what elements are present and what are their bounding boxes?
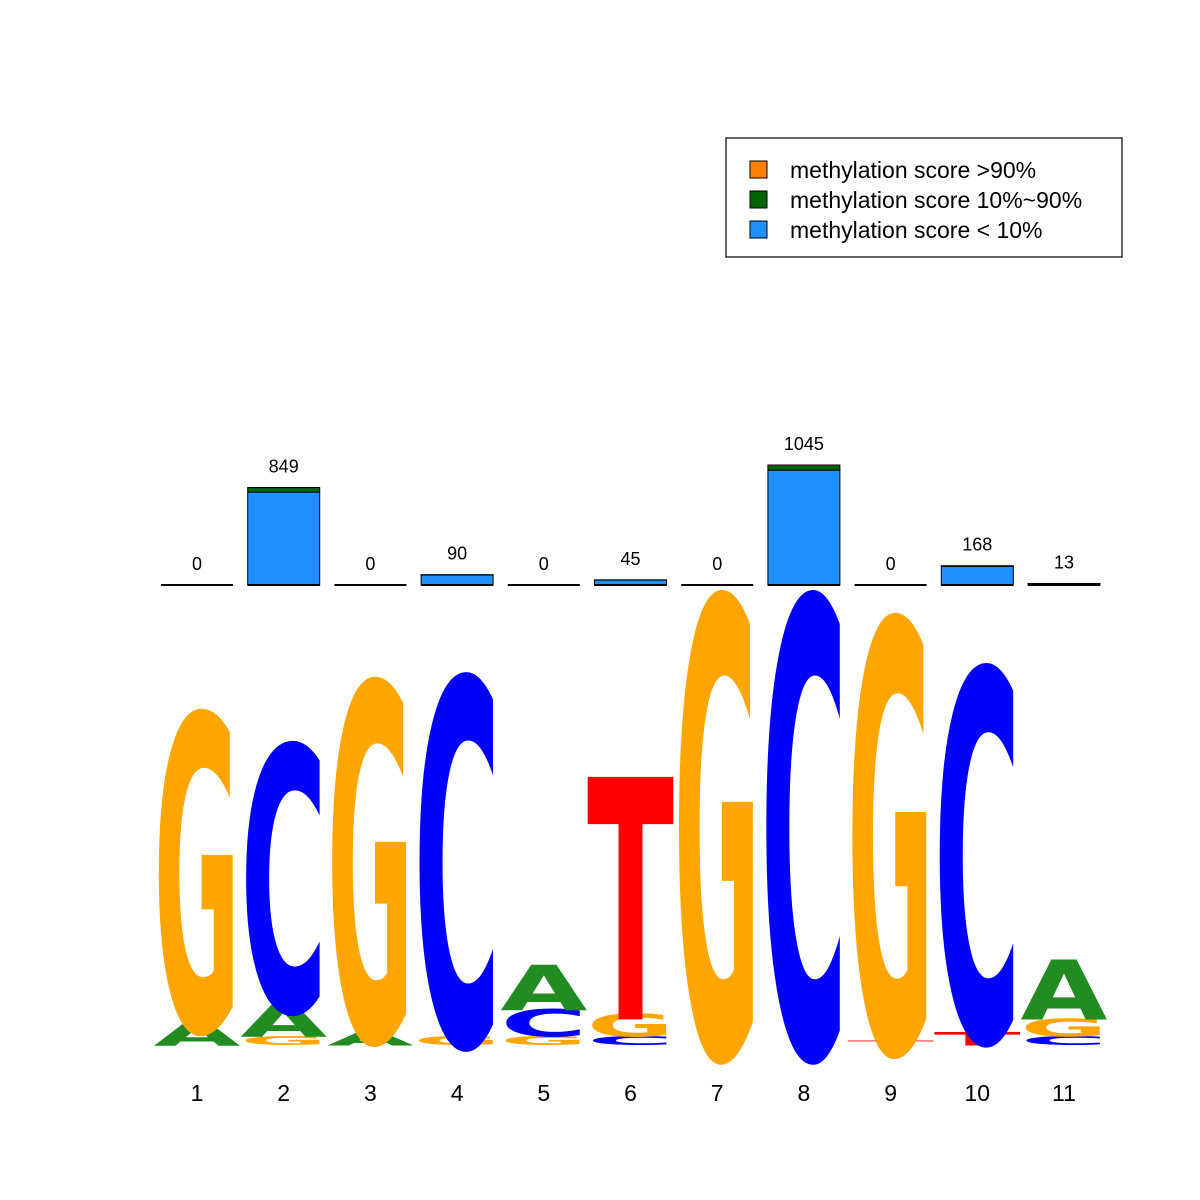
logo-letter-A-pos-1: A: [154, 1017, 241, 1054]
logo-letter-G-pos-4: G: [414, 1034, 501, 1049]
legend-label: methylation score 10%~90%: [790, 187, 1082, 213]
logo-letter-T-pos-10: T: [934, 1028, 1021, 1050]
bar-count-label: 0: [192, 554, 202, 574]
legend-swatch: [749, 220, 768, 239]
bar-count-label: 45: [620, 549, 640, 569]
bar-count-label: 13: [1054, 553, 1074, 573]
bar-segment-10-mid: [940, 565, 1014, 567]
logo-letter-G-pos-7: G: [674, 474, 761, 1200]
position-label: 4: [451, 1080, 464, 1106]
bar-segment-2-mid: [247, 487, 321, 493]
bar-segment-8-low: [767, 469, 841, 586]
logo-letter-C-pos-2: C: [240, 673, 327, 1097]
bar-count-label: 1045: [784, 434, 824, 454]
logo-letter-G-pos-9: G: [847, 504, 934, 1190]
bar-count-label: 168: [962, 535, 992, 555]
position-label: 3: [364, 1080, 377, 1106]
legend-swatch: [749, 160, 768, 179]
position-axis: 1 2 3 4 5 6 7 8 9 10 11: [191, 1080, 1076, 1106]
position-label: 5: [537, 1080, 550, 1106]
legend: methylation score >90% methylation score …: [725, 137, 1123, 258]
logo-letter-T-pos-6: T: [587, 712, 674, 1099]
position-label: 1: [191, 1080, 204, 1106]
legend-box: [725, 137, 1123, 258]
logo-letter-G-pos-6: G: [587, 1008, 674, 1045]
logo-letter-A-pos-5: A: [500, 953, 587, 1025]
logo-letter-G-pos-2: G: [240, 1034, 327, 1049]
logo-letter-C-pos-8: C: [760, 474, 847, 1200]
logo-letter-C-pos-6: C: [587, 1034, 674, 1049]
bar-segment-2-low: [247, 491, 321, 586]
bar-segment-8-mid: [767, 464, 841, 471]
logo-letter-A-pos-3: A: [327, 1028, 414, 1050]
bar-count-label: 0: [539, 554, 549, 574]
position-label: 11: [1052, 1080, 1076, 1106]
logo-letter-G-pos-1: G: [154, 629, 241, 1133]
logo-letter-A-pos-11: A: [1021, 945, 1108, 1040]
logo-letter-G-pos-3: G: [327, 585, 414, 1156]
position-label: 8: [798, 1080, 811, 1106]
legend-swatch: [749, 190, 768, 209]
bar-count-label: 0: [365, 554, 375, 574]
logo-letter-G-pos-11: G: [1021, 1014, 1108, 1043]
bar-count-label: 90: [447, 544, 467, 564]
methylation-bar-chart: 0 849 0 90 0 45 0 1045 0 168 13: [161, 434, 1101, 586]
logo-letter-G-pos-5: G: [500, 1034, 587, 1049]
logo-letter-C-pos-11: C: [1021, 1034, 1108, 1049]
logo-letter-C-pos-10: C: [934, 569, 1021, 1161]
position-label: 6: [624, 1080, 637, 1106]
position-label: 2: [277, 1080, 290, 1106]
bar-count-label: 0: [886, 554, 896, 574]
logo-letter-C-pos-5: C: [500, 1002, 587, 1046]
logo-letter-C-pos-4: C: [414, 580, 501, 1165]
position-label: 9: [884, 1080, 897, 1106]
bar-count-label: 849: [269, 457, 299, 477]
bar-count-label: 0: [712, 554, 722, 574]
logo-letter-T-pos-9: T: [847, 1039, 935, 1046]
legend-label: methylation score >90%: [790, 157, 1036, 183]
position-label: 7: [711, 1080, 724, 1106]
legend-label: methylation score < 10%: [790, 217, 1043, 243]
logo-letter-A-pos-2: A: [240, 997, 327, 1048]
position-label: 10: [965, 1080, 991, 1106]
